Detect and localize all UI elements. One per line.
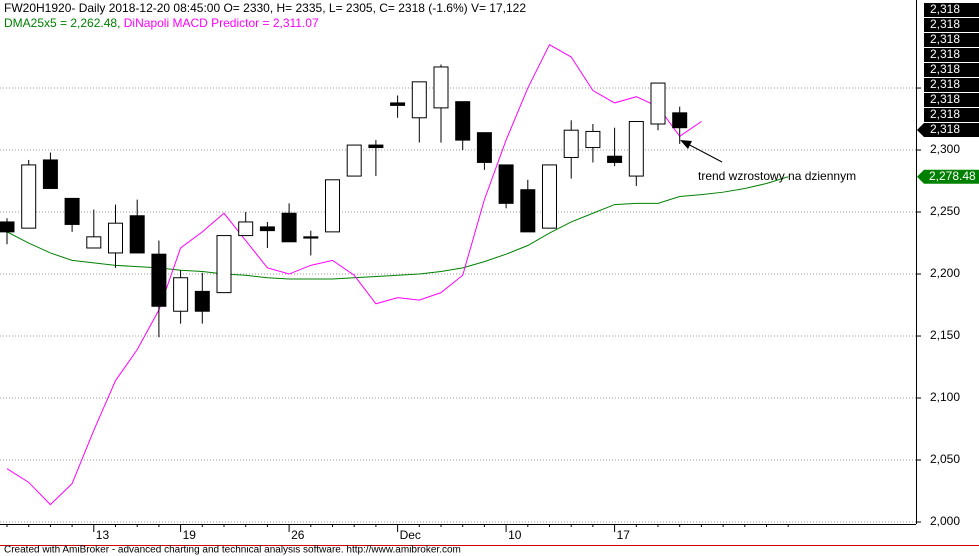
x-tick-label: 13 [96, 528, 110, 542]
y-tick-label: 2,050 [930, 452, 960, 466]
candle-body [346, 144, 362, 177]
candle-body [238, 221, 254, 237]
y-tick-label: 2,100 [930, 390, 960, 404]
price-flag-label: 2,318 [930, 77, 960, 91]
candle-body [476, 132, 492, 163]
x-tick-label: 26 [291, 528, 305, 542]
y-tick-label: 2,200 [930, 266, 960, 280]
candle-body [108, 222, 123, 254]
candle-body [303, 236, 319, 239]
price-flag-label: 2,318 [930, 92, 960, 106]
candle-body [455, 101, 471, 141]
candle-body [325, 179, 340, 233]
price-flag [924, 3, 979, 17]
candle-body [672, 112, 688, 129]
candle-body [542, 164, 557, 229]
dma-flag-label: 2,278.48 [929, 169, 976, 183]
candle-body [411, 81, 427, 119]
annotation-arrow [683, 141, 723, 163]
price-flag-label: 2,318 [930, 2, 960, 16]
footer: Created with AmiBroker - advanced charti… [4, 545, 461, 556]
price-flag-label: 2,318 [930, 32, 960, 46]
legend-equals: = [57, 16, 71, 30]
candle-body [607, 155, 623, 163]
price-flag-label: 2,318 [930, 122, 960, 136]
price-flag [924, 108, 979, 122]
candle-body [21, 164, 37, 229]
legend-name: DiNapoli MACD Predictor [124, 16, 259, 30]
candle-body [628, 121, 644, 177]
indicator-line [6, 43, 702, 506]
candle-body [498, 164, 514, 204]
candle-body [585, 130, 601, 149]
price-flag [924, 93, 979, 107]
candle-body [129, 215, 145, 254]
candle-body [42, 159, 58, 189]
candle-body [563, 129, 579, 158]
legend-delimiter: , [117, 16, 124, 30]
x-tick-label: 17 [617, 528, 631, 542]
candle-body [259, 226, 275, 232]
candle-body [281, 212, 297, 243]
plot-area [0, 43, 916, 523]
chart-title: FW20H1920- Daily 2018-12-20 08:45:00 O= … [4, 1, 526, 15]
y-tick-label: 2,000 [930, 514, 960, 528]
candle-body [433, 66, 449, 109]
x-tick-label: Dec [400, 528, 421, 542]
price-flag [924, 48, 979, 62]
y-tick-label: 2,250 [930, 204, 960, 218]
price-flag-label: 2,318 [930, 17, 960, 31]
y-tick-label: 2,150 [930, 328, 960, 342]
candle-body [194, 290, 210, 312]
candle-body [0, 221, 15, 233]
x-tick-label: 19 [183, 528, 197, 542]
price-flag [924, 18, 979, 32]
x-tick-label: 10 [508, 528, 522, 542]
legend-equals: = [259, 16, 273, 30]
price-flag [924, 78, 979, 92]
candle-body [173, 277, 189, 312]
candle-body [650, 82, 666, 125]
candle-body [390, 102, 406, 106]
candle-body [216, 235, 232, 294]
y-tick-label: 2,300 [930, 142, 960, 156]
candle-body [520, 189, 536, 233]
axis-area: 2,0002,0502,1002,1502,2002,2502,3002,350… [6, 2, 979, 542]
candle-body [151, 253, 167, 307]
price-flag [924, 33, 979, 47]
price-flag [924, 63, 979, 77]
annotation: trend wzrostowy na dziennym [698, 169, 856, 183]
legend-value: 2,262.48 [70, 16, 117, 30]
price-flag [917, 123, 979, 137]
candle-body [86, 236, 102, 249]
annotation-arrowhead [680, 140, 692, 149]
price-flag-label: 2,318 [930, 62, 960, 76]
indicator-line [6, 176, 789, 280]
candle-body [368, 144, 384, 149]
price-flag-label: 2,318 [930, 107, 960, 121]
dma-flag [917, 169, 979, 184]
candle-body [64, 197, 80, 225]
legend-value: 2,311.07 [273, 16, 319, 30]
legend: DMA25x5 = 2,262.48, DiNapoli MACD Predic… [4, 16, 319, 30]
legend-name: DMA25x5 [4, 16, 57, 30]
price-flag-label: 2,318 [930, 47, 960, 61]
